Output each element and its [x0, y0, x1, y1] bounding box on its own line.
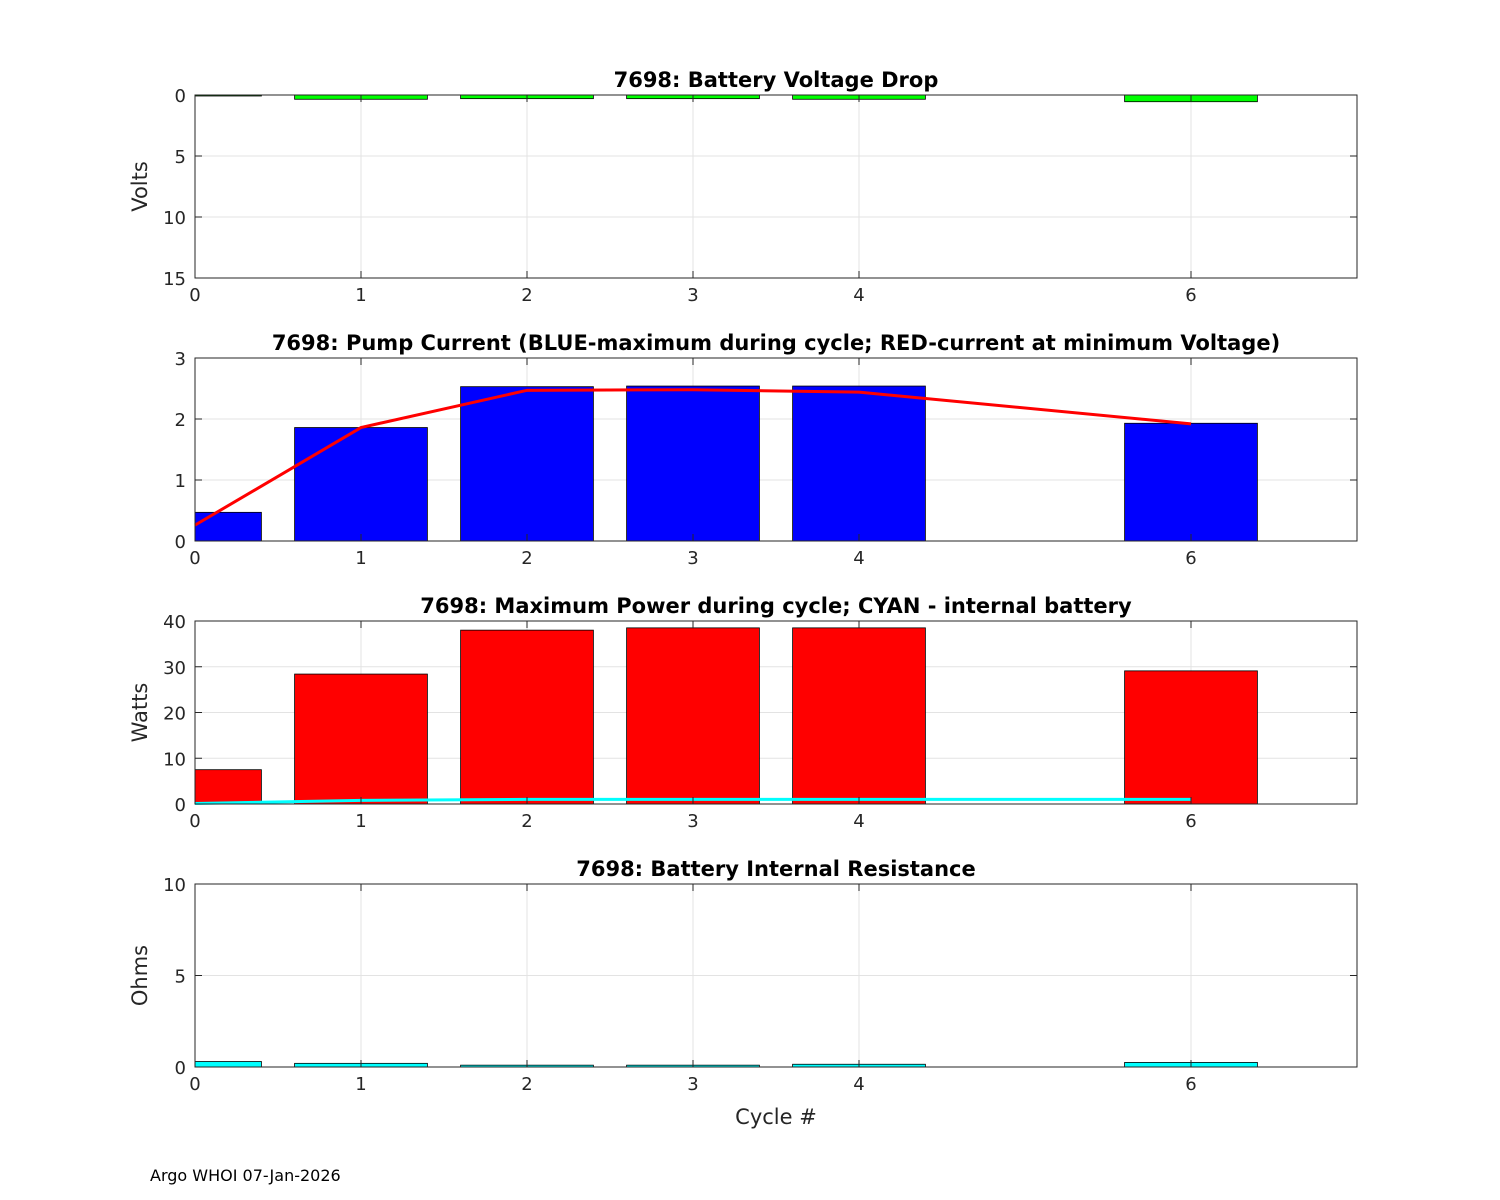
subplot-1: 0 1 2 3 4 6 0 5 10 15 7698: Battery Voltage Drop Vo… [128, 68, 1358, 306]
x-tick-label: 1 [355, 285, 366, 306]
subplot-2: 0 1 2 3 4 6 0 1 2 3 7698: Pump Current (BLUE-maxim… [175, 331, 1358, 569]
x-tick-label: 2 [521, 548, 532, 569]
x-tick-label: 0 [189, 1074, 200, 1095]
subplot-3: 0 1 2 3 4 6 0 10 20 30 40 7698: Maximum Power durin… [128, 594, 1358, 832]
bar-cycle-4 [792, 627, 926, 804]
y-tick-label: 10 [163, 749, 186, 770]
x-tick-label: 6 [1185, 548, 1196, 569]
x-tick-label: 3 [687, 285, 698, 306]
bar-cycle-1 [294, 427, 428, 541]
y-tick-label: 5 [175, 967, 186, 988]
x-tick-label: 2 [521, 285, 532, 306]
y-tick-label: 5 [175, 147, 186, 168]
x-tick-label: 0 [189, 548, 200, 569]
chart-title: 7698: Maximum Power during cycle; CYAN -… [420, 594, 1132, 618]
bars [195, 627, 1258, 804]
y-axis-label: Ohms [128, 945, 152, 1006]
axes-box [194, 94, 1358, 279]
y-tick-label: 0 [175, 86, 186, 107]
chart-title: 7698: Battery Voltage Drop [614, 68, 939, 92]
y-axis-label: Watts [128, 683, 152, 743]
y-tick-label: 0 [175, 532, 186, 553]
x-tick-label: 4 [853, 548, 864, 569]
y-tick-label: 0 [175, 795, 186, 816]
y-axis-label: Volts [128, 161, 152, 212]
y-tick-label: 10 [163, 208, 186, 229]
series-line [194, 797, 1191, 806]
x-tick-label: 4 [853, 285, 864, 306]
series-line [194, 388, 1192, 527]
bar-cycle-6 [1124, 422, 1258, 541]
x-tick-label: 6 [1185, 1074, 1196, 1095]
bar-cycle-1 [294, 673, 428, 804]
bars [195, 385, 1258, 541]
subplot-4: 0 1 2 3 4 6 0 5 10 7698: Battery Internal Resista… [128, 857, 1358, 1129]
y-tick-label: 2 [175, 410, 186, 431]
bar-cycle-3 [626, 385, 760, 541]
y-tick-label: 1 [175, 471, 186, 492]
x-tick-label: 1 [355, 1074, 366, 1095]
y-tick-label: 15 [163, 269, 186, 290]
x-tick-label: 2 [521, 811, 532, 832]
x-tick-label: 6 [1185, 811, 1196, 832]
x-tick-label: 3 [687, 811, 698, 832]
x-axis-label: Cycle # [735, 1105, 817, 1129]
x-tick-label: 2 [521, 1074, 532, 1095]
chart-title: 7698: Battery Internal Resistance [576, 857, 976, 881]
chart-title: 7698: Pump Current (BLUE-maximum during … [272, 331, 1280, 355]
footer-text: Argo WHOI 07-Jan-2026 [150, 1166, 341, 1185]
x-tick-label: 3 [687, 548, 698, 569]
y-tick-label: 40 [163, 612, 186, 633]
x-tick-label: 4 [853, 811, 864, 832]
bar-cycle-2 [460, 386, 594, 541]
plot-area [195, 95, 1357, 278]
y-tick-label: 3 [175, 349, 186, 370]
y-tick-label: 0 [175, 1058, 186, 1079]
x-tick-label: 0 [189, 285, 200, 306]
x-tick-label: 4 [853, 1074, 864, 1095]
y-tick-label: 20 [163, 704, 186, 725]
bar-cycle-4 [792, 385, 926, 541]
x-tick-label: 3 [687, 1074, 698, 1095]
bar-cycle-2 [460, 629, 594, 804]
x-tick-label: 1 [355, 811, 366, 832]
x-tick-label: 1 [355, 548, 366, 569]
x-tick-label: 0 [189, 811, 200, 832]
bar-cycle-3 [626, 627, 760, 804]
x-tick-label: 6 [1185, 285, 1196, 306]
axes-box [194, 357, 1358, 542]
y-tick-label: 30 [163, 658, 186, 679]
y-tick-label: 10 [163, 875, 186, 896]
bar-cycle-6 [1124, 670, 1258, 804]
